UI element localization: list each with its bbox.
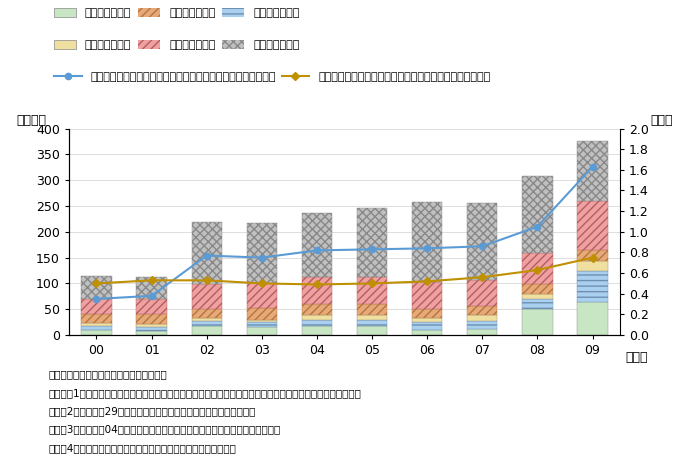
Bar xyxy=(467,280,497,306)
Bar xyxy=(467,315,497,321)
Legend: 青森県（左軸）, 岩手県（左軸）, 宮城県（左軸）: 青森県（左軸）, 岩手県（左軸）, 宮城県（左軸） xyxy=(54,8,300,18)
Bar xyxy=(302,315,332,319)
Bar xyxy=(192,309,222,318)
Bar xyxy=(247,308,277,319)
Bar xyxy=(412,318,442,322)
Text: 4．企業の本社所在地に基づき付加価値額を算出している。: 4．企業の本社所在地に基づき付加価値額を算出している。 xyxy=(48,443,236,453)
Bar xyxy=(412,202,442,282)
Text: 3．従業者斐04人以上の事業所単位の統計を企業単位に再集計している。: 3．従業者斐04人以上の事業所単位の統計を企業単位に再集計している。 xyxy=(48,425,280,435)
Text: （注）　1．医療用機械器具等の付加価値額として、医療用機械器具・医療用品製造業の項目を集計している。: （注） 1．医療用機械器具等の付加価値額として、医療用機械器具・医療用品製造業の… xyxy=(48,388,361,398)
Bar xyxy=(577,302,608,335)
Bar xyxy=(412,309,442,318)
Text: 資料：経済産業省「工業統計表」再編加工: 資料：経済産業省「工業統計表」再編加工 xyxy=(48,369,167,380)
Bar xyxy=(577,261,608,270)
Bar xyxy=(81,276,112,299)
Bar xyxy=(247,319,277,322)
Bar xyxy=(302,304,332,315)
Bar xyxy=(302,277,332,304)
Bar xyxy=(412,282,442,309)
Bar xyxy=(522,176,553,253)
Bar xyxy=(577,141,608,201)
Text: （年）: （年） xyxy=(626,351,648,364)
Bar xyxy=(467,321,497,329)
Bar xyxy=(577,270,608,302)
Bar xyxy=(522,294,553,299)
Text: （億円）: （億円） xyxy=(17,114,47,128)
Bar xyxy=(577,201,608,250)
Bar xyxy=(357,326,387,335)
Bar xyxy=(192,318,222,320)
Bar xyxy=(136,331,167,335)
Bar xyxy=(81,330,112,335)
Bar xyxy=(302,213,332,277)
Bar xyxy=(522,299,553,309)
Bar xyxy=(467,329,497,335)
Legend: 東北地方の中小製造業に占める医療用機械器等の割合（右軸）, 全国の中小製造業に占める医療用機械器等の割合（右軸）: 東北地方の中小製造業に占める医療用機械器等の割合（右軸）, 全国の中小製造業に占… xyxy=(54,72,491,82)
Bar xyxy=(192,326,222,335)
Bar xyxy=(412,322,442,330)
Bar xyxy=(357,207,387,277)
Bar xyxy=(81,299,112,314)
Bar xyxy=(247,283,277,308)
Legend: 秋田県（左軸）, 山形県（左軸）, 福島県（左軸）: 秋田県（左軸）, 山形県（左軸）, 福島県（左軸） xyxy=(54,40,300,50)
Bar xyxy=(467,203,497,280)
Bar xyxy=(467,306,497,315)
Bar xyxy=(136,314,167,324)
Bar xyxy=(247,223,277,283)
Bar xyxy=(192,284,222,309)
Bar xyxy=(136,299,167,314)
Bar xyxy=(136,324,167,327)
Bar xyxy=(81,323,112,326)
Bar xyxy=(192,222,222,284)
Bar xyxy=(412,330,442,335)
Text: （％）: （％） xyxy=(650,114,672,128)
Bar xyxy=(136,327,167,331)
Bar xyxy=(357,315,387,319)
Bar xyxy=(136,277,167,299)
Bar xyxy=(81,314,112,323)
Bar xyxy=(81,326,112,330)
Bar xyxy=(302,319,332,326)
Bar xyxy=(357,304,387,315)
Bar xyxy=(357,277,387,304)
Bar xyxy=(522,309,553,335)
Text: 2．従業者斐29人以下の事業所は粗付加価値額を使用している。: 2．従業者斐29人以下の事業所は粗付加価値額を使用している。 xyxy=(48,406,256,416)
Bar xyxy=(522,253,553,285)
Bar xyxy=(522,285,553,294)
Bar xyxy=(357,319,387,326)
Bar xyxy=(302,326,332,335)
Bar xyxy=(577,250,608,261)
Bar xyxy=(247,322,277,327)
Bar xyxy=(192,320,222,326)
Bar xyxy=(247,327,277,335)
